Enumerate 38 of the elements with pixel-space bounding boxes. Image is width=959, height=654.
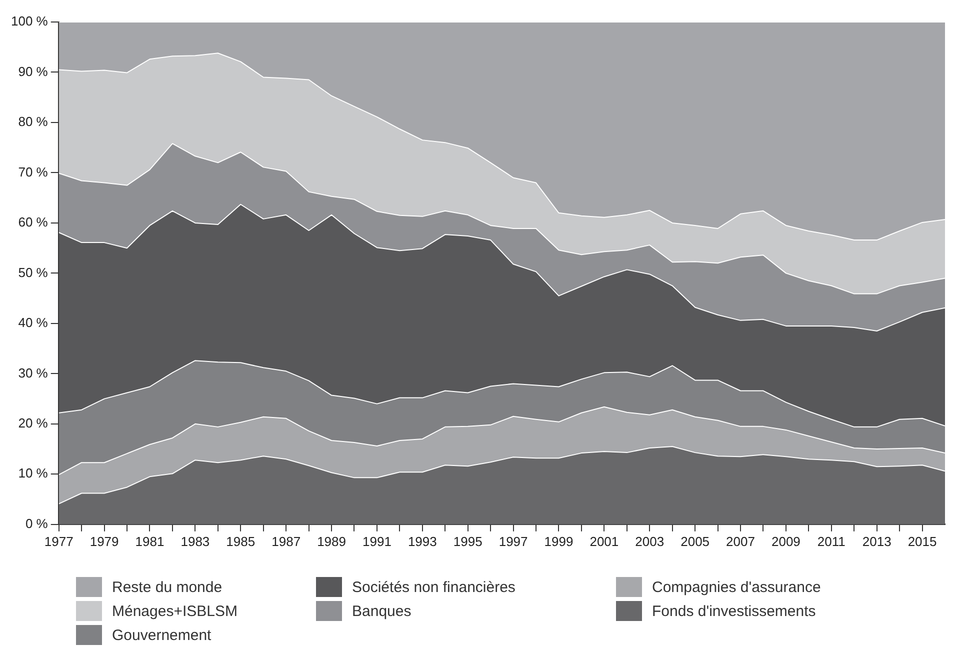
y-tick-label: 80 % bbox=[18, 114, 48, 130]
x-tick-label: 2005 bbox=[680, 534, 710, 549]
x-tick-label: 2001 bbox=[590, 534, 619, 549]
x-tick-label: 1999 bbox=[544, 534, 574, 549]
y-tick-label: 30 % bbox=[18, 365, 48, 380]
y-tick-label: 0 % bbox=[25, 516, 48, 531]
legend-label: Compagnies d'assurance bbox=[652, 578, 821, 596]
x-tick-label: 1981 bbox=[135, 534, 164, 549]
legend-label: Ménages+ISBLSM bbox=[112, 602, 238, 620]
y-tick-label: 70 % bbox=[18, 164, 48, 180]
x-tick-label: 2015 bbox=[908, 534, 937, 549]
y-tick-label: 20 % bbox=[18, 416, 48, 430]
legend-label: Banques bbox=[352, 602, 412, 620]
x-tick-label: 2013 bbox=[862, 534, 892, 549]
y-tick-label: 100 % bbox=[10, 14, 48, 29]
x-tick-label: 1987 bbox=[272, 534, 301, 549]
x-tick-label: 1977 bbox=[44, 534, 74, 549]
legend-label: Reste du monde bbox=[112, 578, 222, 596]
y-tick-label: 10 % bbox=[18, 466, 48, 481]
x-tick-label: 2003 bbox=[635, 534, 664, 549]
y-tick-label: 40 % bbox=[18, 315, 48, 330]
y-tick-label: 50 % bbox=[18, 264, 48, 280]
x-tick-label: 1993 bbox=[408, 534, 437, 549]
x-tick-label: 1989 bbox=[317, 534, 346, 549]
x-tick-label: 1979 bbox=[90, 534, 119, 549]
y-tick-label: 60 % bbox=[18, 214, 48, 230]
legend-label: Sociétés non financières bbox=[352, 578, 516, 596]
x-tick-label: 1995 bbox=[453, 534, 482, 549]
x-tick-label: 2007 bbox=[726, 534, 755, 549]
legend-label: Fonds d'investissements bbox=[652, 602, 816, 620]
x-tick-label: 1985 bbox=[226, 534, 256, 549]
x-tick-label: 1983 bbox=[180, 534, 210, 549]
y-tick-label: 90 % bbox=[18, 64, 48, 79]
x-tick-label: 2011 bbox=[817, 534, 846, 549]
x-tick-label: 1991 bbox=[362, 534, 392, 549]
x-tick-label: 1997 bbox=[498, 534, 528, 549]
legend-label: Gouvernement bbox=[112, 626, 212, 644]
x-tick-label: 2009 bbox=[771, 534, 800, 549]
